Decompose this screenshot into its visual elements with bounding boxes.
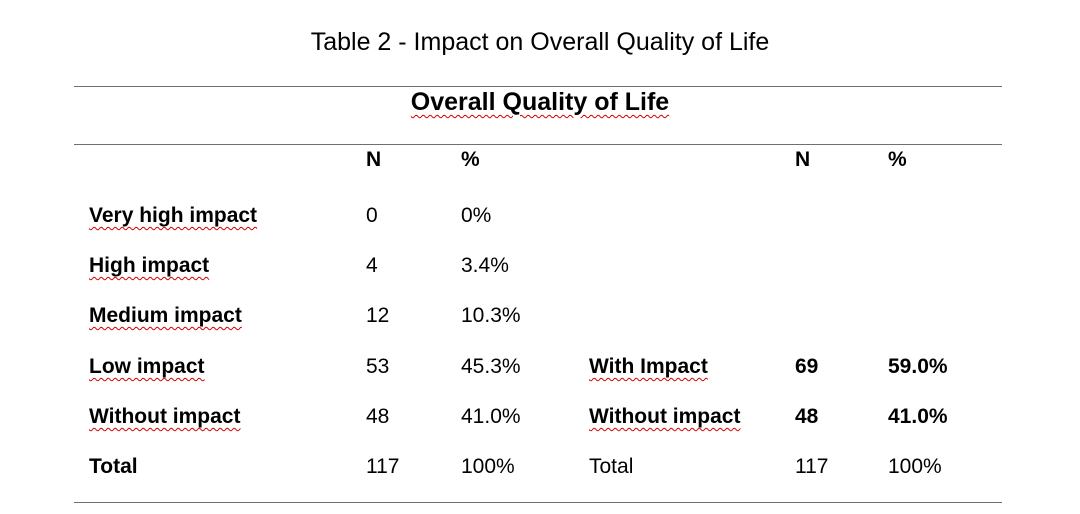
- row-n: 12: [366, 304, 390, 327]
- row-n: 48: [366, 405, 390, 428]
- column-header-n-grouped: N: [795, 148, 811, 171]
- row-group-label: Without impact: [589, 405, 741, 428]
- row-group-label: With Impact: [589, 355, 708, 378]
- row-label: High impact: [89, 254, 210, 277]
- header-rule: [74, 144, 1002, 145]
- row-n: 53: [366, 355, 390, 378]
- column-header-n: N: [366, 148, 382, 171]
- top-rule: [74, 86, 1002, 87]
- row-n: 0: [366, 204, 378, 227]
- row-percent: 41.0%: [461, 405, 521, 428]
- row-percent: 100%: [461, 455, 515, 478]
- row-group-percent: 59.0%: [888, 355, 948, 378]
- row-label: Low impact: [89, 355, 205, 378]
- row-group-label: Total: [589, 455, 634, 478]
- bottom-rule: [74, 502, 1002, 503]
- row-label: Very high impact: [89, 204, 258, 227]
- column-header-percent: %: [461, 148, 480, 171]
- table-caption: Table 2 - Impact on Overall Quality of L…: [310, 28, 770, 56]
- row-label: Without impact: [89, 405, 241, 428]
- table-heading-text: Overall Quality of Life: [410, 88, 670, 116]
- row-label: Total: [89, 455, 138, 478]
- row-percent: 0%: [461, 204, 492, 227]
- row-percent: 45.3%: [461, 355, 521, 378]
- row-label: Medium impact: [89, 304, 242, 327]
- row-group-percent: 100%: [888, 455, 942, 478]
- row-group-n: 117: [795, 455, 829, 478]
- row-group-n: 48: [795, 405, 819, 428]
- table-heading: Overall Quality of Life: [0, 88, 1080, 117]
- row-group-percent: 41.0%: [888, 405, 948, 428]
- row-percent: 3.4%: [461, 254, 509, 277]
- row-percent: 10.3%: [461, 304, 521, 327]
- row-n: 4: [366, 254, 378, 277]
- column-header-percent-grouped: %: [888, 148, 907, 171]
- row-group-n: 69: [795, 355, 819, 378]
- row-n: 117: [366, 455, 400, 478]
